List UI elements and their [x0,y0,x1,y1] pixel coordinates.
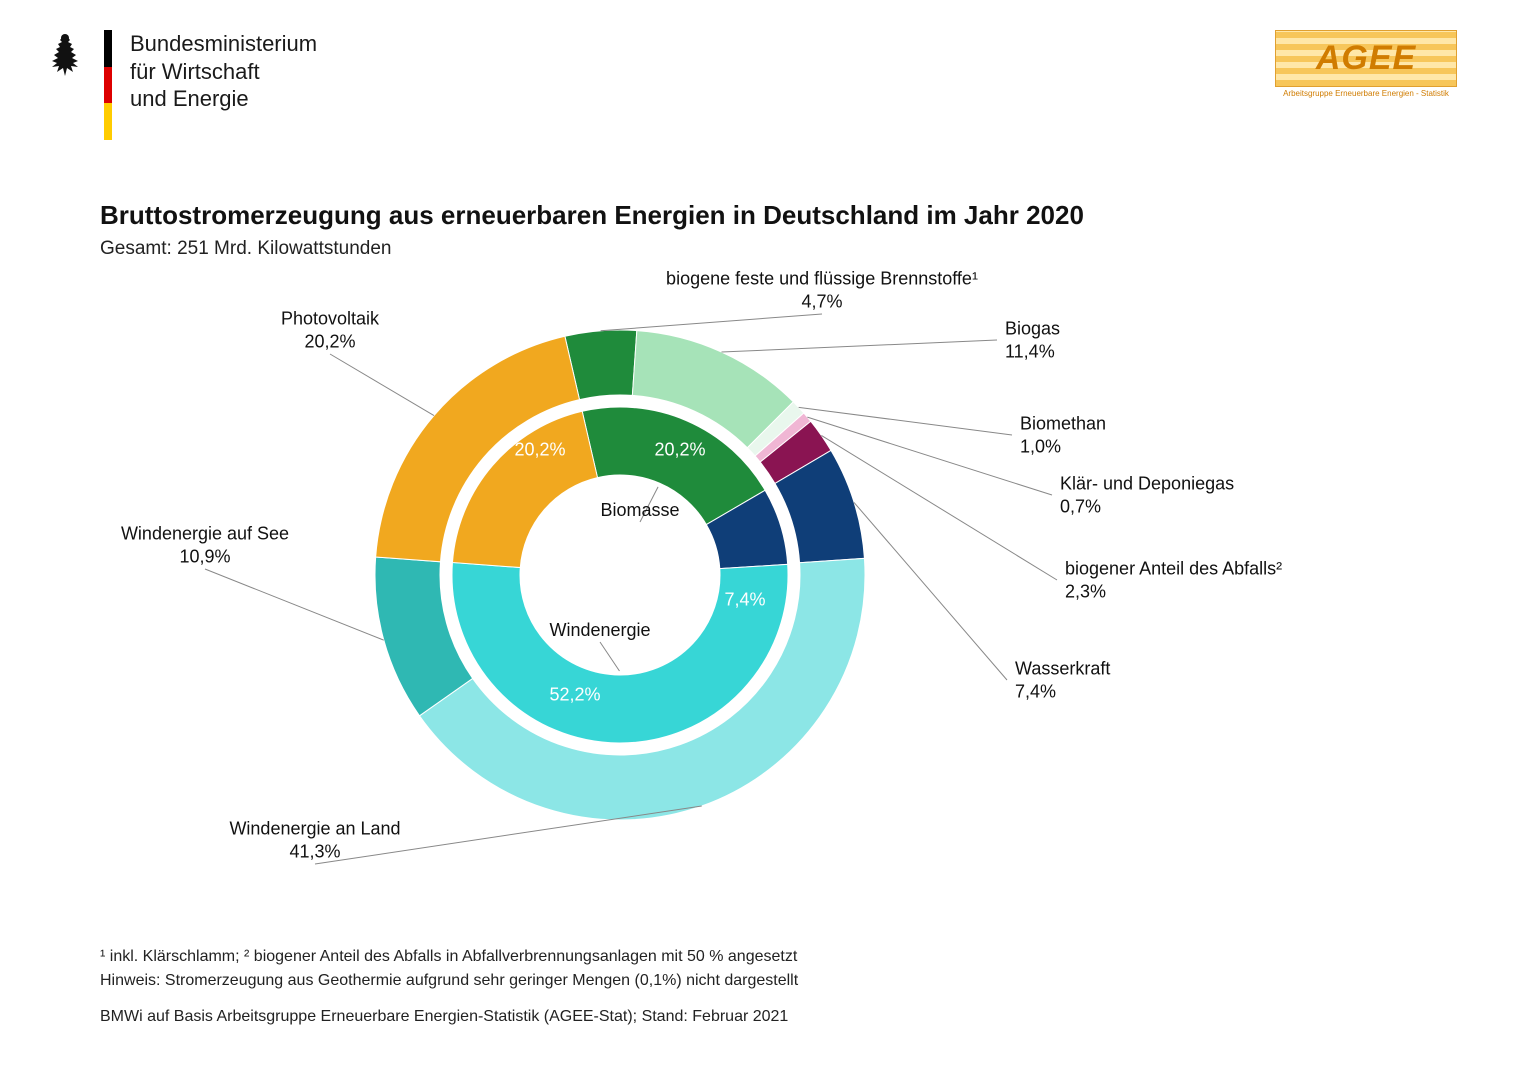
leader-line [854,502,1007,680]
inner-pct: 20,2% [514,440,565,461]
inner-pct: 52,2% [549,685,600,706]
outer-label: Windenergie auf See10,9% [121,523,289,568]
outer-label: Biogas11,4% [1005,318,1060,363]
outer-label: Wasserkraft7,4% [1015,658,1110,703]
footnote-3: BMWi auf Basis Arbeitsgruppe Erneuerbare… [100,1005,798,1029]
leader-line [205,569,384,640]
inner-pct: 7,4% [724,590,765,611]
leader-line [600,642,619,671]
inner-label: Biomasse [600,499,679,522]
leader-line [799,407,1012,435]
outer-label: Windenergie an Land41,3% [229,818,400,863]
outer-label: biogener Anteil des Abfalls²2,3% [1065,558,1282,603]
footnote-1: ¹ inkl. Klärschlamm; ² biogener Anteil d… [100,945,798,969]
inner-label: Windenergie [549,619,650,642]
inner-pct: 20,2% [654,440,705,461]
footnote-2: Hinweis: Stromerzeugung aus Geothermie a… [100,969,798,993]
footnotes: ¹ inkl. Klärschlamm; ² biogener Anteil d… [100,945,798,1029]
outer-label: biogene feste und flüssige Brennstoffe¹4… [666,268,978,313]
leader-line [330,354,434,416]
outer-label: Biomethan1,0% [1020,413,1106,458]
outer-label: Photovoltaik20,2% [281,308,379,353]
leader-line [601,314,822,331]
leader-line [722,340,997,352]
outer-label: Klär- und Deponiegas0,7% [1060,473,1234,518]
donut-chart: biogene feste und flüssige Brennstoffe¹4… [0,0,1517,1089]
